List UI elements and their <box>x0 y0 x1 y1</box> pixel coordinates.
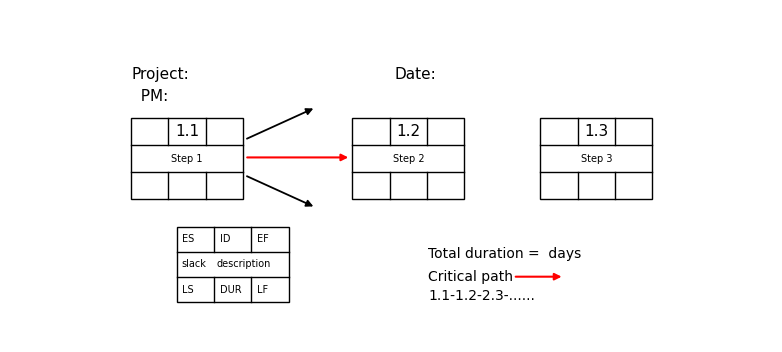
Text: ID: ID <box>220 234 230 244</box>
Text: EF: EF <box>257 234 269 244</box>
Text: 1.1-1.2-2.3-......: 1.1-1.2-2.3-...... <box>428 289 535 303</box>
Text: Step 1: Step 1 <box>171 154 203 164</box>
Text: LF: LF <box>257 285 268 295</box>
Text: Total duration =  days: Total duration = days <box>428 247 581 260</box>
Bar <box>540 118 652 200</box>
Text: PM:: PM: <box>131 89 168 104</box>
Text: 1.3: 1.3 <box>584 124 608 139</box>
Bar <box>177 227 289 302</box>
Text: description: description <box>217 259 271 270</box>
Text: slack: slack <box>181 259 206 270</box>
Text: 1.1: 1.1 <box>175 124 199 139</box>
Text: Date:: Date: <box>395 67 436 82</box>
Text: Project:: Project: <box>131 67 188 82</box>
Bar <box>353 118 465 200</box>
Text: 1.2: 1.2 <box>396 124 421 139</box>
Text: Step 3: Step 3 <box>580 154 612 164</box>
Text: LS: LS <box>182 285 194 295</box>
Text: Critical path: Critical path <box>428 270 513 284</box>
Bar <box>131 118 243 200</box>
Text: Step 2: Step 2 <box>393 154 425 164</box>
Text: DUR: DUR <box>220 285 241 295</box>
Text: ES: ES <box>182 234 195 244</box>
